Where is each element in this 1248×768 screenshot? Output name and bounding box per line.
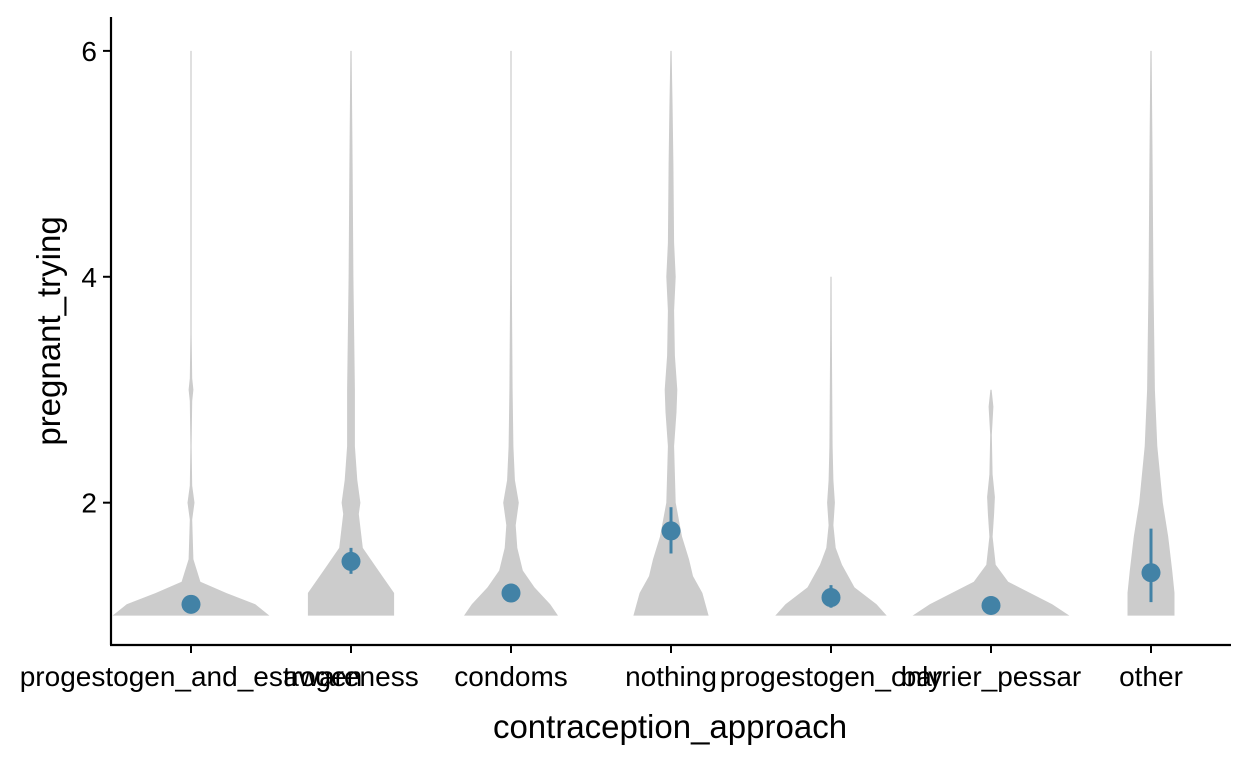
point-condoms [501, 583, 521, 603]
violin-awareness [307, 50, 395, 616]
x-tick-label: barrier_pessar [901, 661, 1082, 692]
x-tick-label: progestogen_and_estrogen [20, 661, 363, 692]
x-tick-label: condoms [454, 661, 568, 692]
y-tick-label: 4 [81, 262, 97, 293]
points-layer [181, 521, 1161, 615]
violin-progestogen_and_estrogen [112, 50, 270, 616]
x-tick-label: awareness [283, 661, 418, 692]
violin-progestogen_only [775, 276, 887, 616]
point-nothing [661, 521, 681, 541]
violin-barrier_pessar [912, 389, 1070, 616]
x-tick-label: nothing [625, 661, 717, 692]
y-tick-label: 6 [81, 36, 97, 67]
y-ticks: 2 4 6 [81, 36, 111, 519]
point-awareness [341, 551, 361, 571]
violin-nothing [633, 50, 709, 616]
point-progestogen_and_estrogen [181, 594, 201, 614]
point-other [1141, 563, 1161, 583]
x-axis-title: contraception_approach [493, 708, 847, 745]
violin-other [1127, 50, 1175, 616]
y-axis-title: pregnant_trying [30, 216, 67, 445]
violins-layer [112, 50, 1175, 616]
point-barrier_pessar [981, 595, 1001, 615]
x-tick-label: other [1119, 661, 1183, 692]
violin-condoms [464, 50, 558, 616]
y-tick-label: 2 [81, 488, 97, 519]
x-tick-label: progestogen_only [720, 661, 943, 692]
point-progestogen_only [821, 588, 841, 608]
